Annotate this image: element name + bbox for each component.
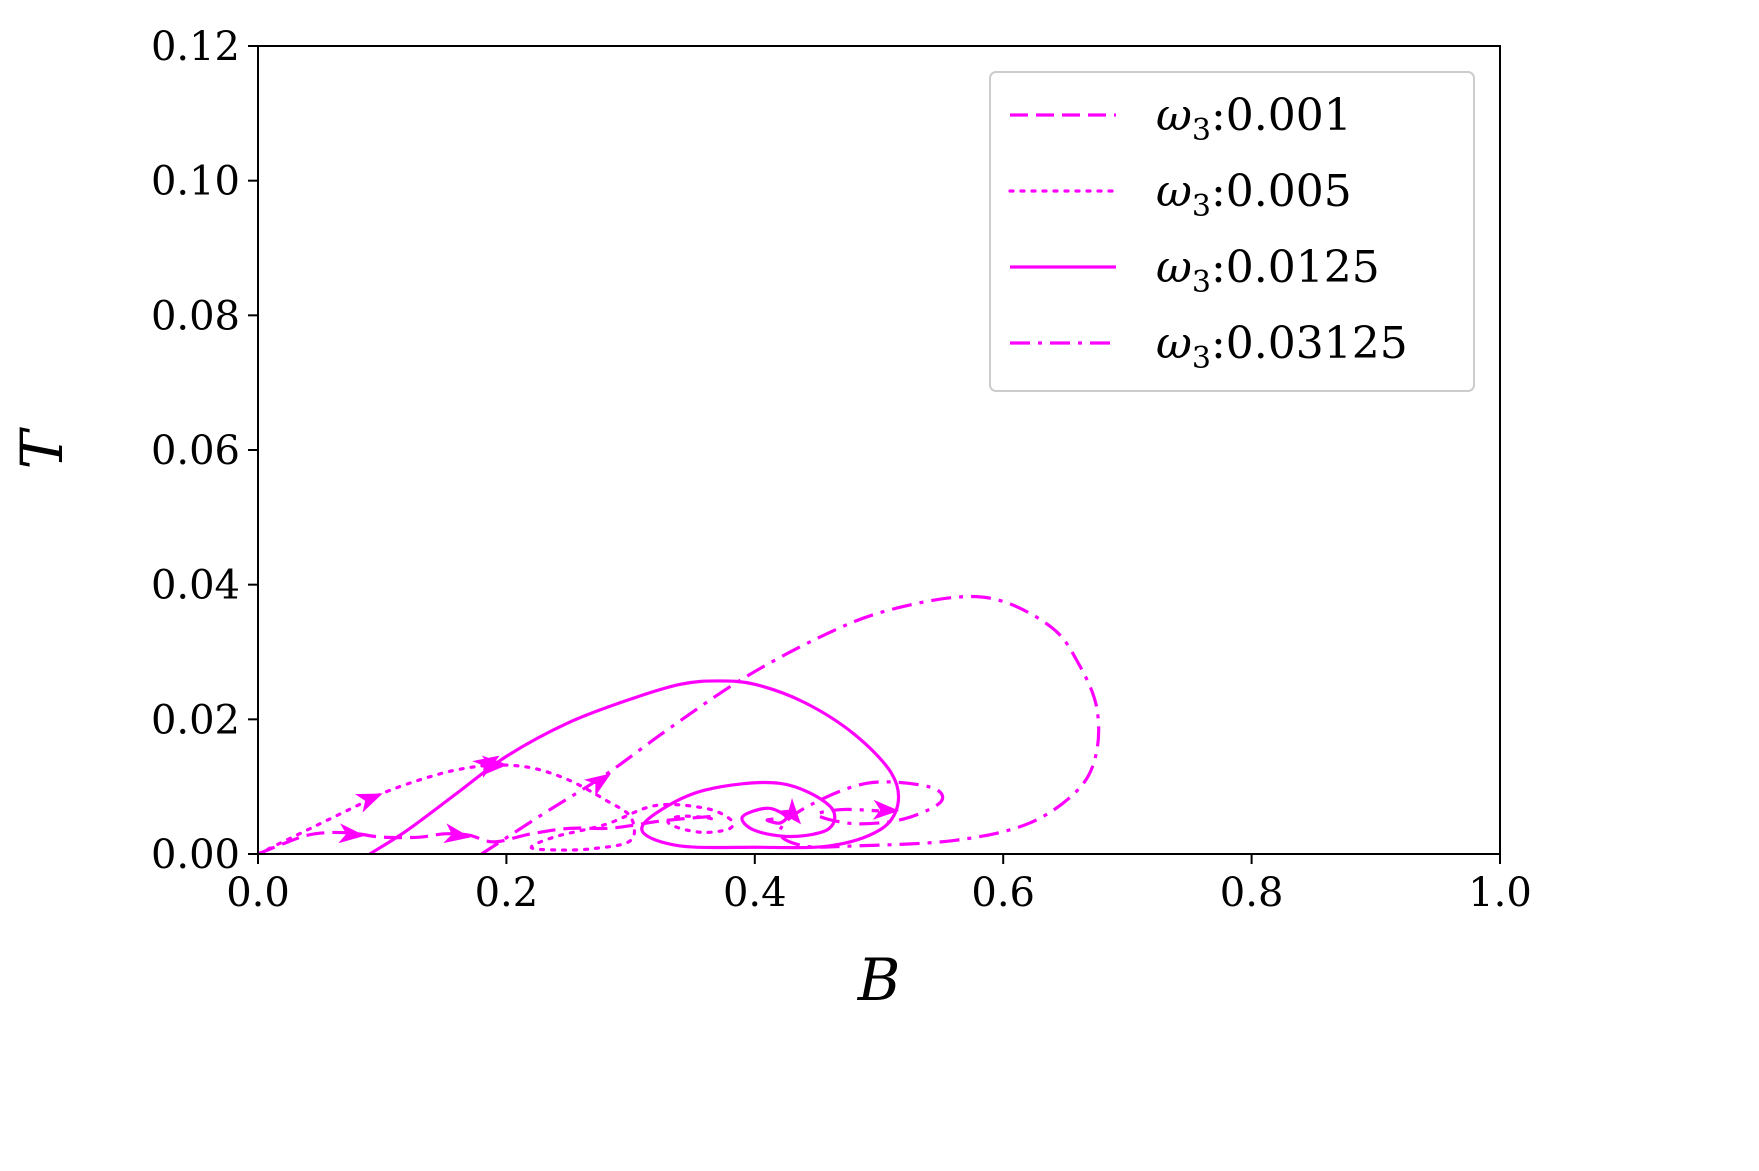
legend-label: ω3:0.001	[1156, 90, 1352, 148]
x-tick-label: 0.6	[971, 870, 1035, 916]
series-2	[258, 755, 735, 854]
legend-label: ω3:0.005	[1156, 166, 1352, 224]
direction-arrow	[776, 797, 802, 825]
x-tick-label: 0.0	[226, 870, 290, 916]
y-tick-label: 0.12	[151, 24, 240, 70]
series-line	[480, 594, 1101, 854]
y-tick-label: 0.08	[151, 293, 240, 339]
legend-entry: ω3:0.001	[1010, 90, 1352, 148]
direction-arrow	[584, 773, 612, 797]
direction-arrow	[872, 799, 900, 820]
legend-box	[989, 71, 1475, 392]
legend-label: ω3:0.0125	[1156, 242, 1380, 300]
x-tick-label: 1.0	[1468, 870, 1532, 916]
direction-arrow	[443, 823, 471, 844]
series-line	[258, 814, 718, 854]
x-tick-label: 0.8	[1220, 870, 1284, 916]
series-line	[368, 679, 901, 854]
direction-arrow	[338, 823, 366, 844]
x-tick-label: 0.2	[475, 870, 539, 916]
x-tick-label: 0.4	[723, 870, 787, 916]
x-axis-label: B	[857, 946, 901, 1014]
direction-arrow	[472, 755, 500, 778]
legend-entry: ω3:0.0125	[1010, 242, 1380, 300]
y-tick-label: 0.06	[151, 428, 240, 474]
legend-entry: ω3:0.03125	[1010, 318, 1408, 376]
y-tick-label: 0.10	[151, 159, 240, 205]
y-tick-label: 0.04	[151, 563, 240, 609]
direction-arrow	[354, 793, 383, 813]
legend-label: ω3:0.03125	[1156, 318, 1408, 376]
series-4	[480, 594, 1101, 854]
y-tick-label: 0.00	[151, 832, 240, 878]
series-layer	[258, 594, 1101, 854]
y-axis-label: T	[8, 426, 76, 469]
series-1	[258, 814, 718, 854]
y-tick-label: 0.02	[151, 697, 240, 743]
series-line	[258, 763, 735, 854]
legend-entry: ω3:0.005	[1008, 166, 1352, 224]
axis-ticks: 0.0 0.2 0.4 0.6 0.8 1.0 0.00 0.02 0.04 0.06 0.08 0.…	[151, 24, 1532, 916]
legend: ω3:0.001 ω3:0.005 ω3:0.0125 ω3:0.03125	[989, 71, 1475, 392]
series-3	[368, 679, 901, 854]
